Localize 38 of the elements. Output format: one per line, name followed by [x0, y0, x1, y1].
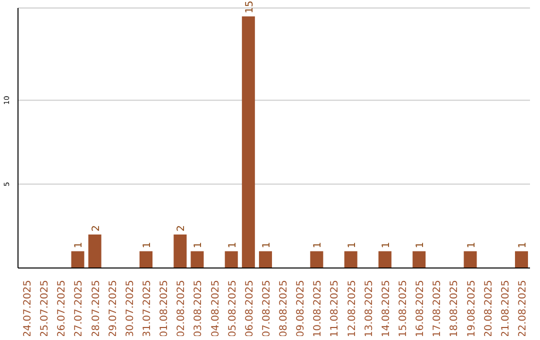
bar	[464, 251, 477, 268]
x-tick-label: 11.08.2025	[330, 280, 341, 338]
data-label: 1	[74, 242, 85, 248]
x-tick-label: 17.08.2025	[432, 280, 444, 338]
bar	[258, 251, 272, 268]
data-label: 1	[227, 242, 238, 248]
data-label: 15	[244, 0, 256, 14]
bar	[344, 251, 358, 268]
x-tick-label: 16.08.2025	[415, 280, 426, 338]
bar	[174, 234, 187, 268]
data-label: 1	[380, 242, 392, 248]
data-label: 1	[142, 242, 154, 248]
bar	[378, 251, 392, 268]
bar	[224, 251, 238, 268]
data-label: 1	[415, 242, 426, 248]
bar	[514, 251, 528, 268]
x-tick-label: 13.08.2025	[364, 280, 375, 338]
bar	[242, 16, 255, 268]
bar	[88, 234, 102, 268]
bar	[412, 251, 426, 268]
data-label: 2	[90, 225, 102, 232]
data-label: 1	[193, 242, 204, 248]
x-tick-label: 12.08.2025	[346, 280, 358, 338]
x-tick-label: 10.08.2025	[312, 280, 324, 338]
data-label: 2	[176, 225, 188, 232]
x-tick-label: 18.08.2025	[449, 280, 460, 338]
bar	[140, 251, 153, 268]
bar	[71, 251, 84, 268]
data-label: 1	[346, 242, 358, 248]
data-label: 1	[312, 242, 324, 248]
data-label: 1	[261, 242, 272, 248]
x-tick-label: 19.08.2025	[466, 280, 478, 338]
bar	[190, 251, 204, 268]
data-label: 1	[517, 242, 528, 248]
x-tick-label: 15.08.2025	[398, 280, 409, 338]
x-tick-label: 14.08.2025	[380, 280, 392, 338]
bar	[310, 251, 324, 268]
data-label: 1	[466, 242, 478, 248]
